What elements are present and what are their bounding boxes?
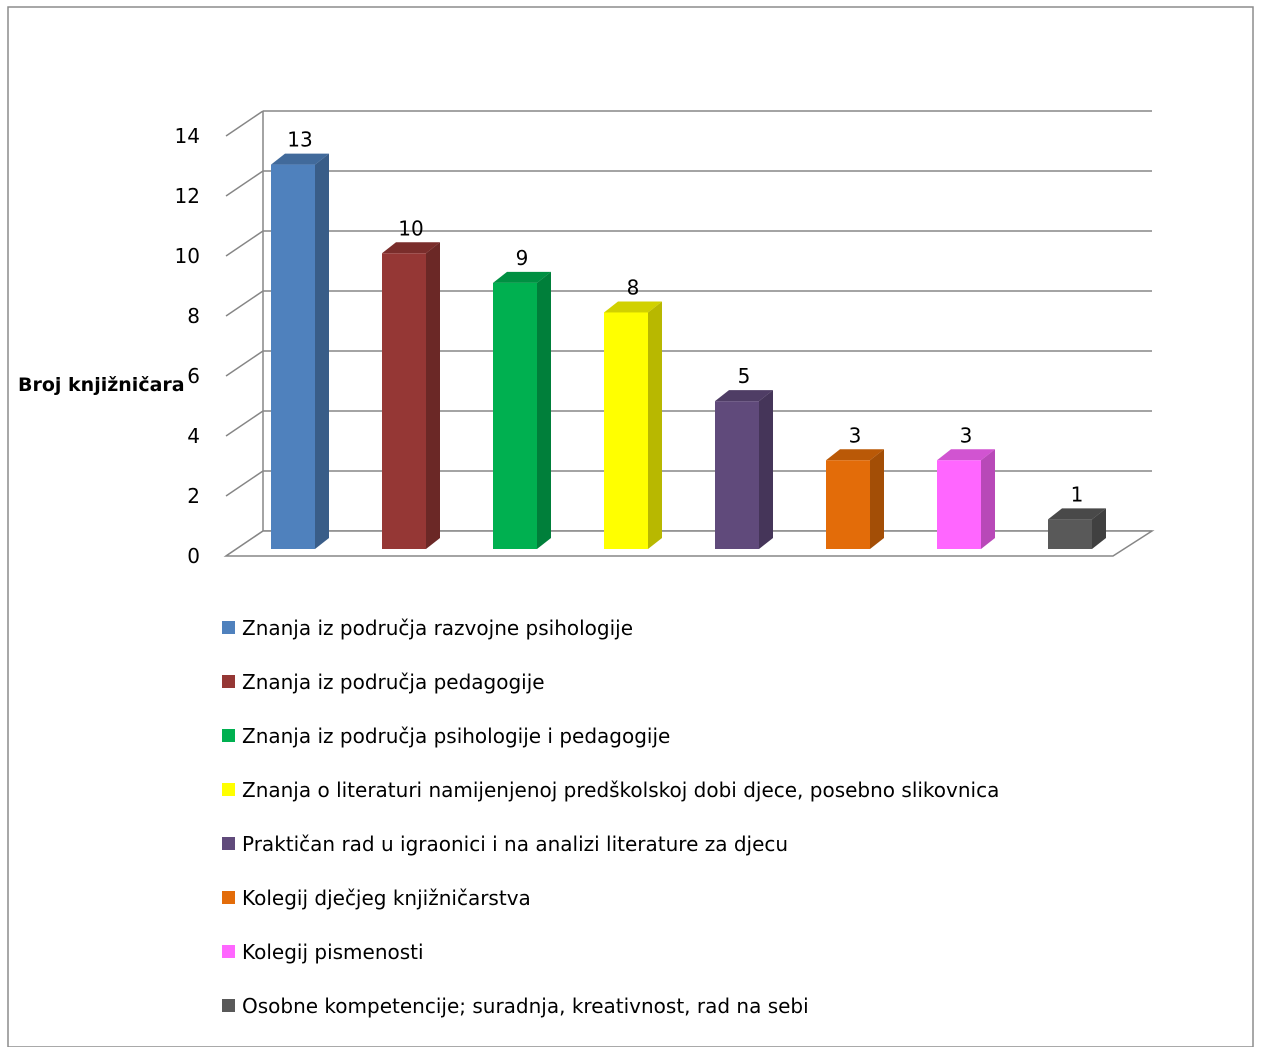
bars [271, 153, 1106, 550]
gridline-14 [225, 110, 1152, 137]
legend-label: Osobne kompetencije; suradnja, kreativno… [242, 994, 809, 1018]
legend-swatch [222, 621, 235, 634]
legend-swatch [222, 999, 235, 1012]
legend-label: Znanja iz područja pedagogije [242, 670, 545, 694]
gridline-10 [225, 230, 1152, 257]
legend-swatch [222, 783, 235, 796]
legend-item-6: Kolegij dječjeg knjižničarstva [222, 886, 531, 910]
data-label-2: 10 [398, 216, 423, 240]
legend-label: Kolegij pismenosti [242, 940, 424, 964]
y-tick-label: 2 [187, 484, 200, 508]
chart-floor [223, 111, 1155, 557]
y-axis-ticks: 0 2 4 6 8 10 12 14 [175, 124, 200, 568]
y-tick-label: 8 [187, 304, 200, 328]
data-label-7: 3 [960, 423, 973, 447]
legend-label: Praktičan rad u igraonici i na analizi l… [242, 832, 788, 856]
bar-3 [493, 271, 551, 549]
legend-swatch [222, 837, 235, 850]
data-label-8: 1 [1071, 482, 1084, 506]
data-label-3: 9 [516, 246, 529, 270]
data-label-6: 3 [849, 423, 862, 447]
y-tick-label: 14 [175, 124, 200, 148]
legend-swatch [222, 891, 235, 904]
y-tick-label: 10 [175, 244, 200, 268]
legend-swatch [222, 675, 235, 688]
legend: Znanja iz područja razvojne psihologije Z… [222, 616, 999, 1018]
gridline-12 [225, 170, 1152, 197]
legend-item-7: Kolegij pismenosti [222, 940, 424, 964]
legend-label: Znanja iz područja razvojne psihologije [242, 616, 633, 640]
legend-item-5: Praktičan rad u igraonici i na analizi l… [222, 832, 788, 856]
legend-label: Znanja o literaturi namijenjenoj predško… [242, 778, 999, 802]
data-labels: 13 10 9 8 5 3 3 1 [287, 128, 1083, 507]
y-tick-label: 6 [187, 364, 200, 388]
bar-4 [604, 301, 662, 549]
bar-2 [382, 242, 440, 550]
y-tick-label: 12 [175, 184, 200, 208]
legend-item-1: Znanja iz područja razvojne psihologije [222, 616, 633, 640]
legend-swatch [222, 945, 235, 958]
legend-label: Kolegij dječjeg knjižničarstva [242, 886, 531, 910]
legend-item-8: Osobne kompetencije; suradnja, kreativno… [222, 994, 809, 1018]
legend-item-2: Znanja iz područja pedagogije [222, 670, 545, 694]
y-tick-label: 4 [187, 424, 200, 448]
bar-6 [826, 449, 884, 549]
y-tick-label: 0 [187, 544, 200, 568]
data-label-4: 8 [627, 275, 640, 299]
data-label-5: 5 [738, 364, 751, 388]
legend-item-3: Znanja iz područja psihologije i pedagog… [222, 724, 670, 748]
legend-label: Znanja iz područja psihologije i pedagog… [242, 724, 670, 748]
bar-5 [715, 390, 773, 549]
bar-7 [937, 449, 995, 549]
y-axis-label: Broj knjižničara [18, 374, 185, 396]
bar-1 [271, 153, 329, 549]
legend-item-4: Znanja o literaturi namijenjenoj predško… [222, 778, 999, 802]
bar-8 [1048, 508, 1106, 549]
data-label-1: 13 [287, 128, 312, 152]
legend-swatch [222, 729, 235, 742]
